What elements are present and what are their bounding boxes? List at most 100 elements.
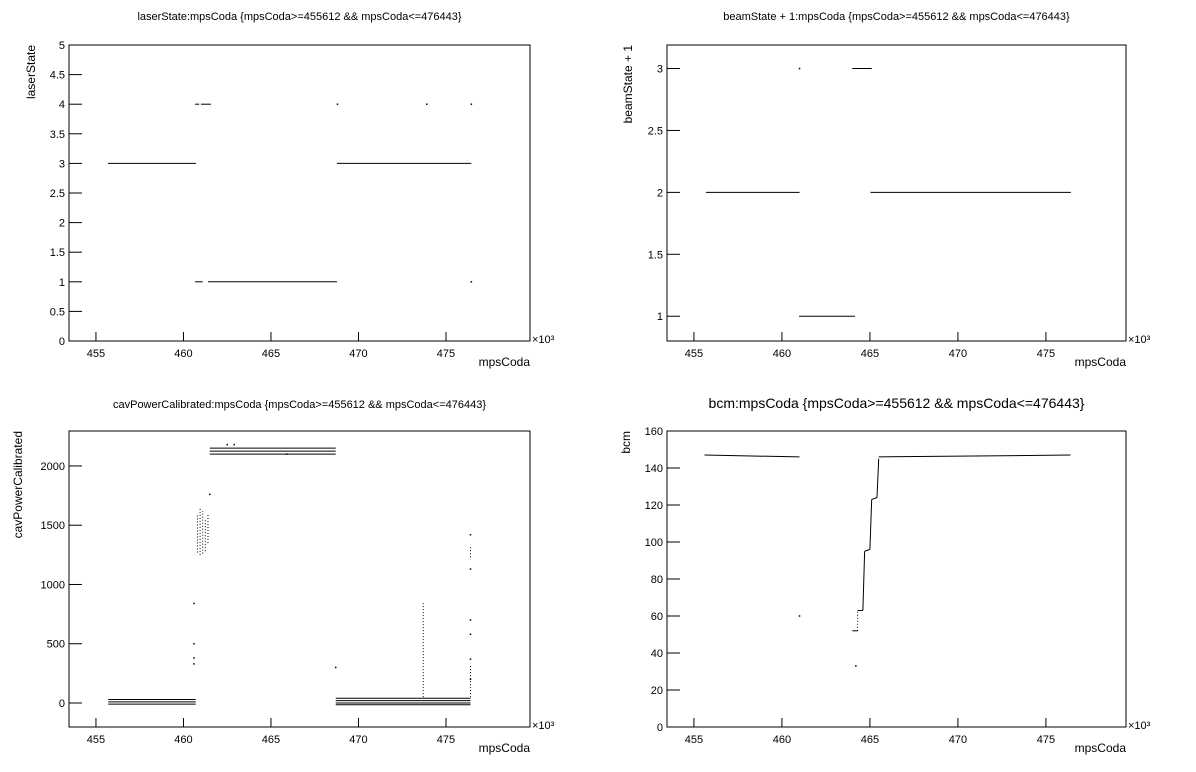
y-tick-label: 80: [651, 574, 663, 586]
x-tick-label: 455: [685, 348, 703, 360]
x-tick-label: 460: [174, 348, 192, 360]
data-point: [469, 678, 472, 681]
x-tick-label: 455: [87, 348, 105, 360]
data-segment: [862, 551, 866, 611]
x-axis-label: mpsCoda: [1075, 741, 1127, 755]
y-tick-label: 20: [651, 685, 663, 697]
y-tick-label: 2.5: [50, 188, 65, 200]
x-tick-label: 475: [1037, 734, 1055, 746]
y-tick-label: 1: [59, 277, 65, 289]
data-point: [285, 453, 288, 455]
y-tick-label: 1000: [41, 579, 65, 591]
data-point: [470, 103, 473, 105]
data-segment: [864, 548, 871, 552]
chart-title: beamState + 1:mpsCoda {mpsCoda>=455612 &…: [723, 11, 1070, 23]
y-tick-label: 4: [59, 99, 65, 111]
y-tick-label: 40: [651, 648, 663, 660]
data-point: [425, 103, 428, 105]
chart-title: bcm:mpsCoda {mpsCoda>=455612 && mpsCoda<…: [709, 395, 1085, 411]
x-tick-label: 470: [949, 348, 967, 360]
y-tick-label: 3: [59, 158, 65, 170]
data-point: [469, 633, 472, 636]
x-tick-label: 470: [349, 734, 367, 746]
y-tick-label: 120: [645, 500, 663, 512]
frame: [666, 44, 1127, 342]
data-point: [193, 642, 195, 645]
x-multiplier: ×10³: [1128, 334, 1151, 346]
data-segment: [704, 454, 800, 458]
x-tick-label: 455: [87, 734, 105, 746]
x-tick-label: 465: [861, 734, 879, 746]
x-tick-label: 475: [437, 348, 455, 360]
x-tick-label: 475: [1037, 348, 1055, 360]
y-tick-label: 1500: [41, 520, 65, 532]
y-tick-label: 0: [657, 722, 663, 734]
y-tick-label: 2.5: [648, 125, 663, 137]
x-axis-label: mpsCoda: [1075, 355, 1127, 369]
y-tick-label: 2: [657, 187, 663, 199]
x-axis-label: mpsCoda: [479, 355, 531, 369]
y-tick-label: 60: [651, 611, 663, 623]
y-tick-label: 2: [59, 218, 65, 230]
data-point: [226, 443, 228, 446]
x-tick-label: 470: [949, 734, 967, 746]
data-point: [193, 663, 195, 665]
y-tick-label: 0: [59, 336, 65, 348]
data-point: [334, 666, 337, 669]
y-tick-label: 3.5: [50, 129, 65, 141]
y-tick-label: 1.5: [50, 247, 65, 259]
y-tick-label: 0.5: [50, 306, 65, 318]
data-segment: [871, 497, 878, 500]
y-tick-label: 160: [645, 426, 663, 438]
data-point: [469, 658, 472, 660]
frame: [666, 430, 1127, 728]
data-point: [798, 67, 801, 70]
y-tick-label: 0: [59, 698, 65, 710]
data-point: [469, 619, 472, 621]
y-tick-label: 1.5: [648, 249, 663, 261]
data-point: [233, 443, 235, 446]
x-tick-label: 465: [861, 348, 879, 360]
y-tick-label: 5: [59, 40, 65, 52]
y-tick-label: 140: [645, 463, 663, 475]
data-point: [193, 657, 195, 659]
y-axis-label: bcm: [619, 431, 633, 454]
y-axis-label: laserState: [24, 45, 38, 99]
x-tick-label: 460: [773, 348, 791, 360]
y-tick-label: 1: [657, 311, 663, 323]
x-multiplier: ×10³: [532, 720, 555, 732]
data-segment: [869, 499, 873, 550]
data-point: [208, 493, 211, 496]
x-axis-label: mpsCoda: [479, 741, 531, 755]
y-axis-label: beamState + 1: [621, 45, 635, 124]
x-tick-label: 475: [437, 734, 455, 746]
y-tick-label: 100: [645, 537, 663, 549]
x-tick-label: 465: [262, 348, 280, 360]
data-point: [336, 103, 339, 105]
y-tick-label: 2000: [41, 461, 65, 473]
data-point: [470, 281, 473, 283]
data-point: [855, 665, 857, 667]
y-axis-label: cavPowerCalibrated: [11, 431, 25, 538]
frame: [68, 44, 531, 342]
x-tick-label: 455: [685, 734, 703, 746]
chart-title: cavPowerCalibrated:mpsCoda {mpsCoda>=455…: [113, 399, 486, 411]
y-tick-label: 3: [657, 64, 663, 76]
x-tick-label: 460: [773, 734, 791, 746]
x-tick-label: 470: [349, 348, 367, 360]
data-point: [469, 568, 472, 570]
chart-title: laserState:mpsCoda {mpsCoda>=455612 && m…: [137, 11, 461, 23]
x-multiplier: ×10³: [532, 334, 555, 346]
x-tick-label: 460: [174, 734, 192, 746]
data-point: [798, 615, 801, 617]
y-tick-label: 4.5: [50, 70, 65, 82]
data-point: [193, 602, 195, 605]
data-segment: [876, 458, 880, 498]
y-tick-label: 500: [47, 639, 65, 651]
x-tick-label: 465: [262, 734, 280, 746]
frame: [68, 430, 531, 728]
x-multiplier: ×10³: [1128, 720, 1151, 732]
data-segment: [878, 454, 1071, 458]
data-point: [469, 533, 472, 536]
